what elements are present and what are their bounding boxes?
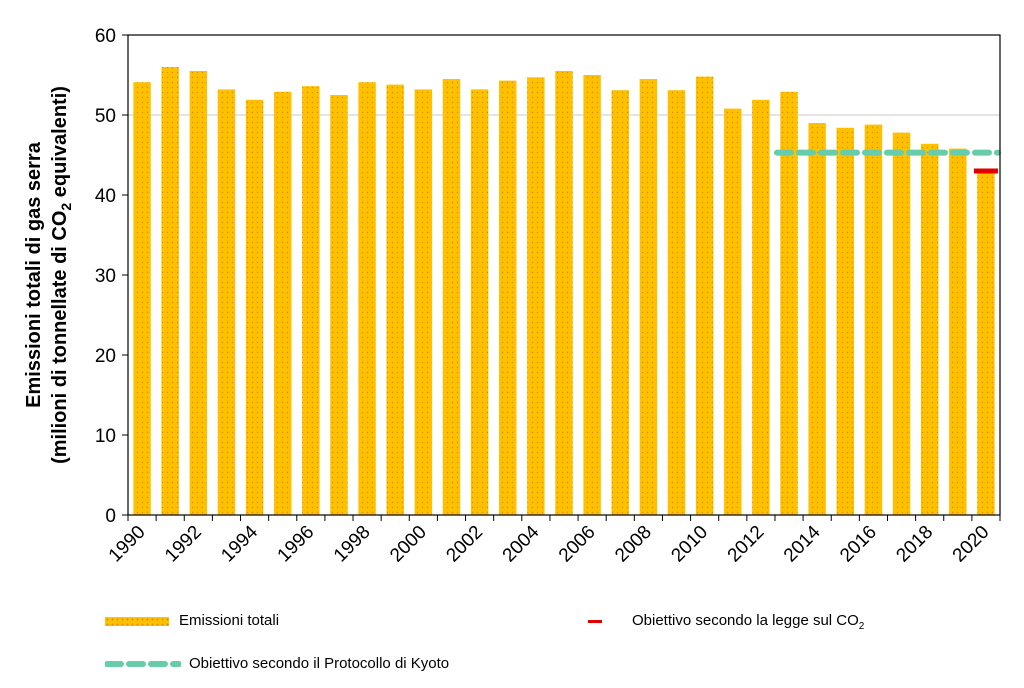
x-tick-label-1998: 1998	[330, 522, 375, 567]
x-tick-label-2016: 2016	[836, 522, 881, 567]
x-tick-label-2012: 2012	[724, 522, 769, 567]
y-axis-label-line1: Emissioni totali di gas serra	[23, 141, 45, 408]
bar-2001	[442, 79, 461, 515]
bar-2002	[470, 89, 489, 516]
bar-2006	[583, 75, 601, 515]
x-tick-label-2014: 2014	[780, 521, 825, 566]
x-tick-label-1990: 1990	[105, 522, 150, 567]
x-tick-label-2006: 2006	[555, 522, 600, 567]
x-tick-label-1992: 1992	[161, 522, 206, 567]
y-tick-label-30: 30	[95, 266, 116, 287]
legend-swatch-emissions	[105, 616, 169, 626]
bar-1995	[273, 91, 292, 516]
x-tick-label-1996: 1996	[274, 522, 319, 567]
x-tick-label-2008: 2008	[611, 522, 656, 567]
bar-2012	[752, 99, 770, 516]
bar-2019	[949, 148, 967, 515]
x-tick-label-2002: 2002	[442, 522, 487, 567]
y-tick-label-20: 20	[95, 346, 116, 367]
bar-2018	[920, 143, 939, 516]
legend-item-emissions: Emissioni totali	[105, 612, 279, 629]
legend-item-kyoto: Obiettivo secondo il Protocollo di Kyoto	[105, 655, 449, 672]
legend-swatch-kyoto	[105, 661, 181, 668]
bar-1996	[302, 86, 320, 515]
bar-1991	[161, 67, 179, 515]
bar-2015	[836, 127, 855, 516]
bar-2017	[892, 132, 911, 515]
bar-1994	[245, 99, 264, 516]
legend-label-co2-law: Obiettivo secondo la legge sul CO2	[632, 612, 865, 632]
bar-2010	[695, 76, 714, 515]
bar-1999	[386, 84, 404, 515]
x-tick-label-2004: 2004	[499, 521, 544, 566]
bar-1997	[330, 95, 348, 515]
x-tick-label-2010: 2010	[667, 522, 712, 567]
legend-label-kyoto: Obiettivo secondo il Protocollo di Kyoto	[189, 655, 450, 672]
legend-label-emissions: Emissioni totali	[179, 612, 280, 629]
y-tick-label-60: 60	[95, 26, 116, 47]
y-axis-label: Emissioni totali di gas serra (milioni d…	[23, 86, 74, 464]
y-tick-label-10: 10	[95, 426, 116, 447]
bar-2009	[667, 90, 686, 515]
bar-2005	[555, 71, 573, 515]
bar-2014	[808, 123, 826, 515]
legend-item-co2-law: Obiettivo secondo la legge sul CO2	[588, 612, 864, 632]
bar-1990	[133, 82, 151, 515]
bar-2004	[527, 77, 545, 516]
x-tick-label-2020: 2020	[949, 522, 994, 567]
bar-2011	[724, 108, 742, 515]
bar-2008	[639, 79, 658, 515]
bar-2003	[499, 80, 517, 515]
bar-1992	[189, 71, 208, 515]
bar-1998	[358, 82, 376, 515]
y-tick-label-40: 40	[95, 186, 116, 207]
bar-2016	[864, 124, 883, 515]
y-tick-label-50: 50	[95, 106, 116, 127]
bar-2007	[611, 90, 629, 515]
x-tick-label-2018: 2018	[892, 522, 937, 567]
bar-1993	[217, 89, 236, 516]
x-tick-label-1994: 1994	[217, 521, 262, 566]
y-tick-label-0: 0	[105, 506, 116, 527]
bar-2000	[414, 89, 433, 516]
bar-2013	[780, 91, 798, 516]
legend-swatch-co2-law	[588, 619, 602, 623]
bar-2020	[977, 171, 995, 515]
y-axis-label-line2: (milioni di tonnellate di CO2 equivalent…	[49, 86, 74, 464]
x-tick-label-2000: 2000	[386, 522, 431, 567]
